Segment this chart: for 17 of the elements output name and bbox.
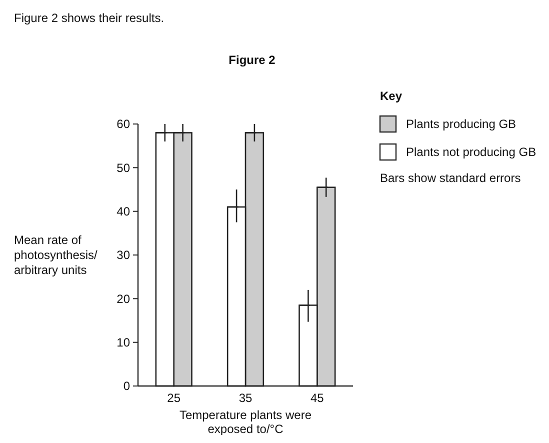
chart-title: Figure 2	[228, 53, 276, 67]
y-tick-label: 20	[116, 292, 130, 306]
legend-label: Plants producing GB	[406, 117, 516, 132]
y-tick-label: 0	[123, 379, 130, 394]
y-tick-label: 50	[116, 160, 130, 175]
x-tick-label: 45	[310, 391, 324, 405]
legend-label: Plants not producing GB	[406, 145, 536, 160]
y-tick-label: 40	[116, 204, 130, 219]
y-tick-label: 10	[116, 336, 130, 350]
caption: Figure 2 shows their results.	[14, 11, 164, 25]
x-tick-label: 35	[238, 391, 252, 405]
y-axis-title: Mean rate of photosynthesis/ arbitrary units	[14, 233, 98, 277]
y-tick-label: 30	[116, 248, 130, 262]
x-tick-label: 25	[167, 391, 181, 405]
y-tick-label: 60	[116, 117, 130, 132]
text: Bars show standard errors	[380, 171, 521, 185]
legend-title: Key	[380, 89, 402, 103]
